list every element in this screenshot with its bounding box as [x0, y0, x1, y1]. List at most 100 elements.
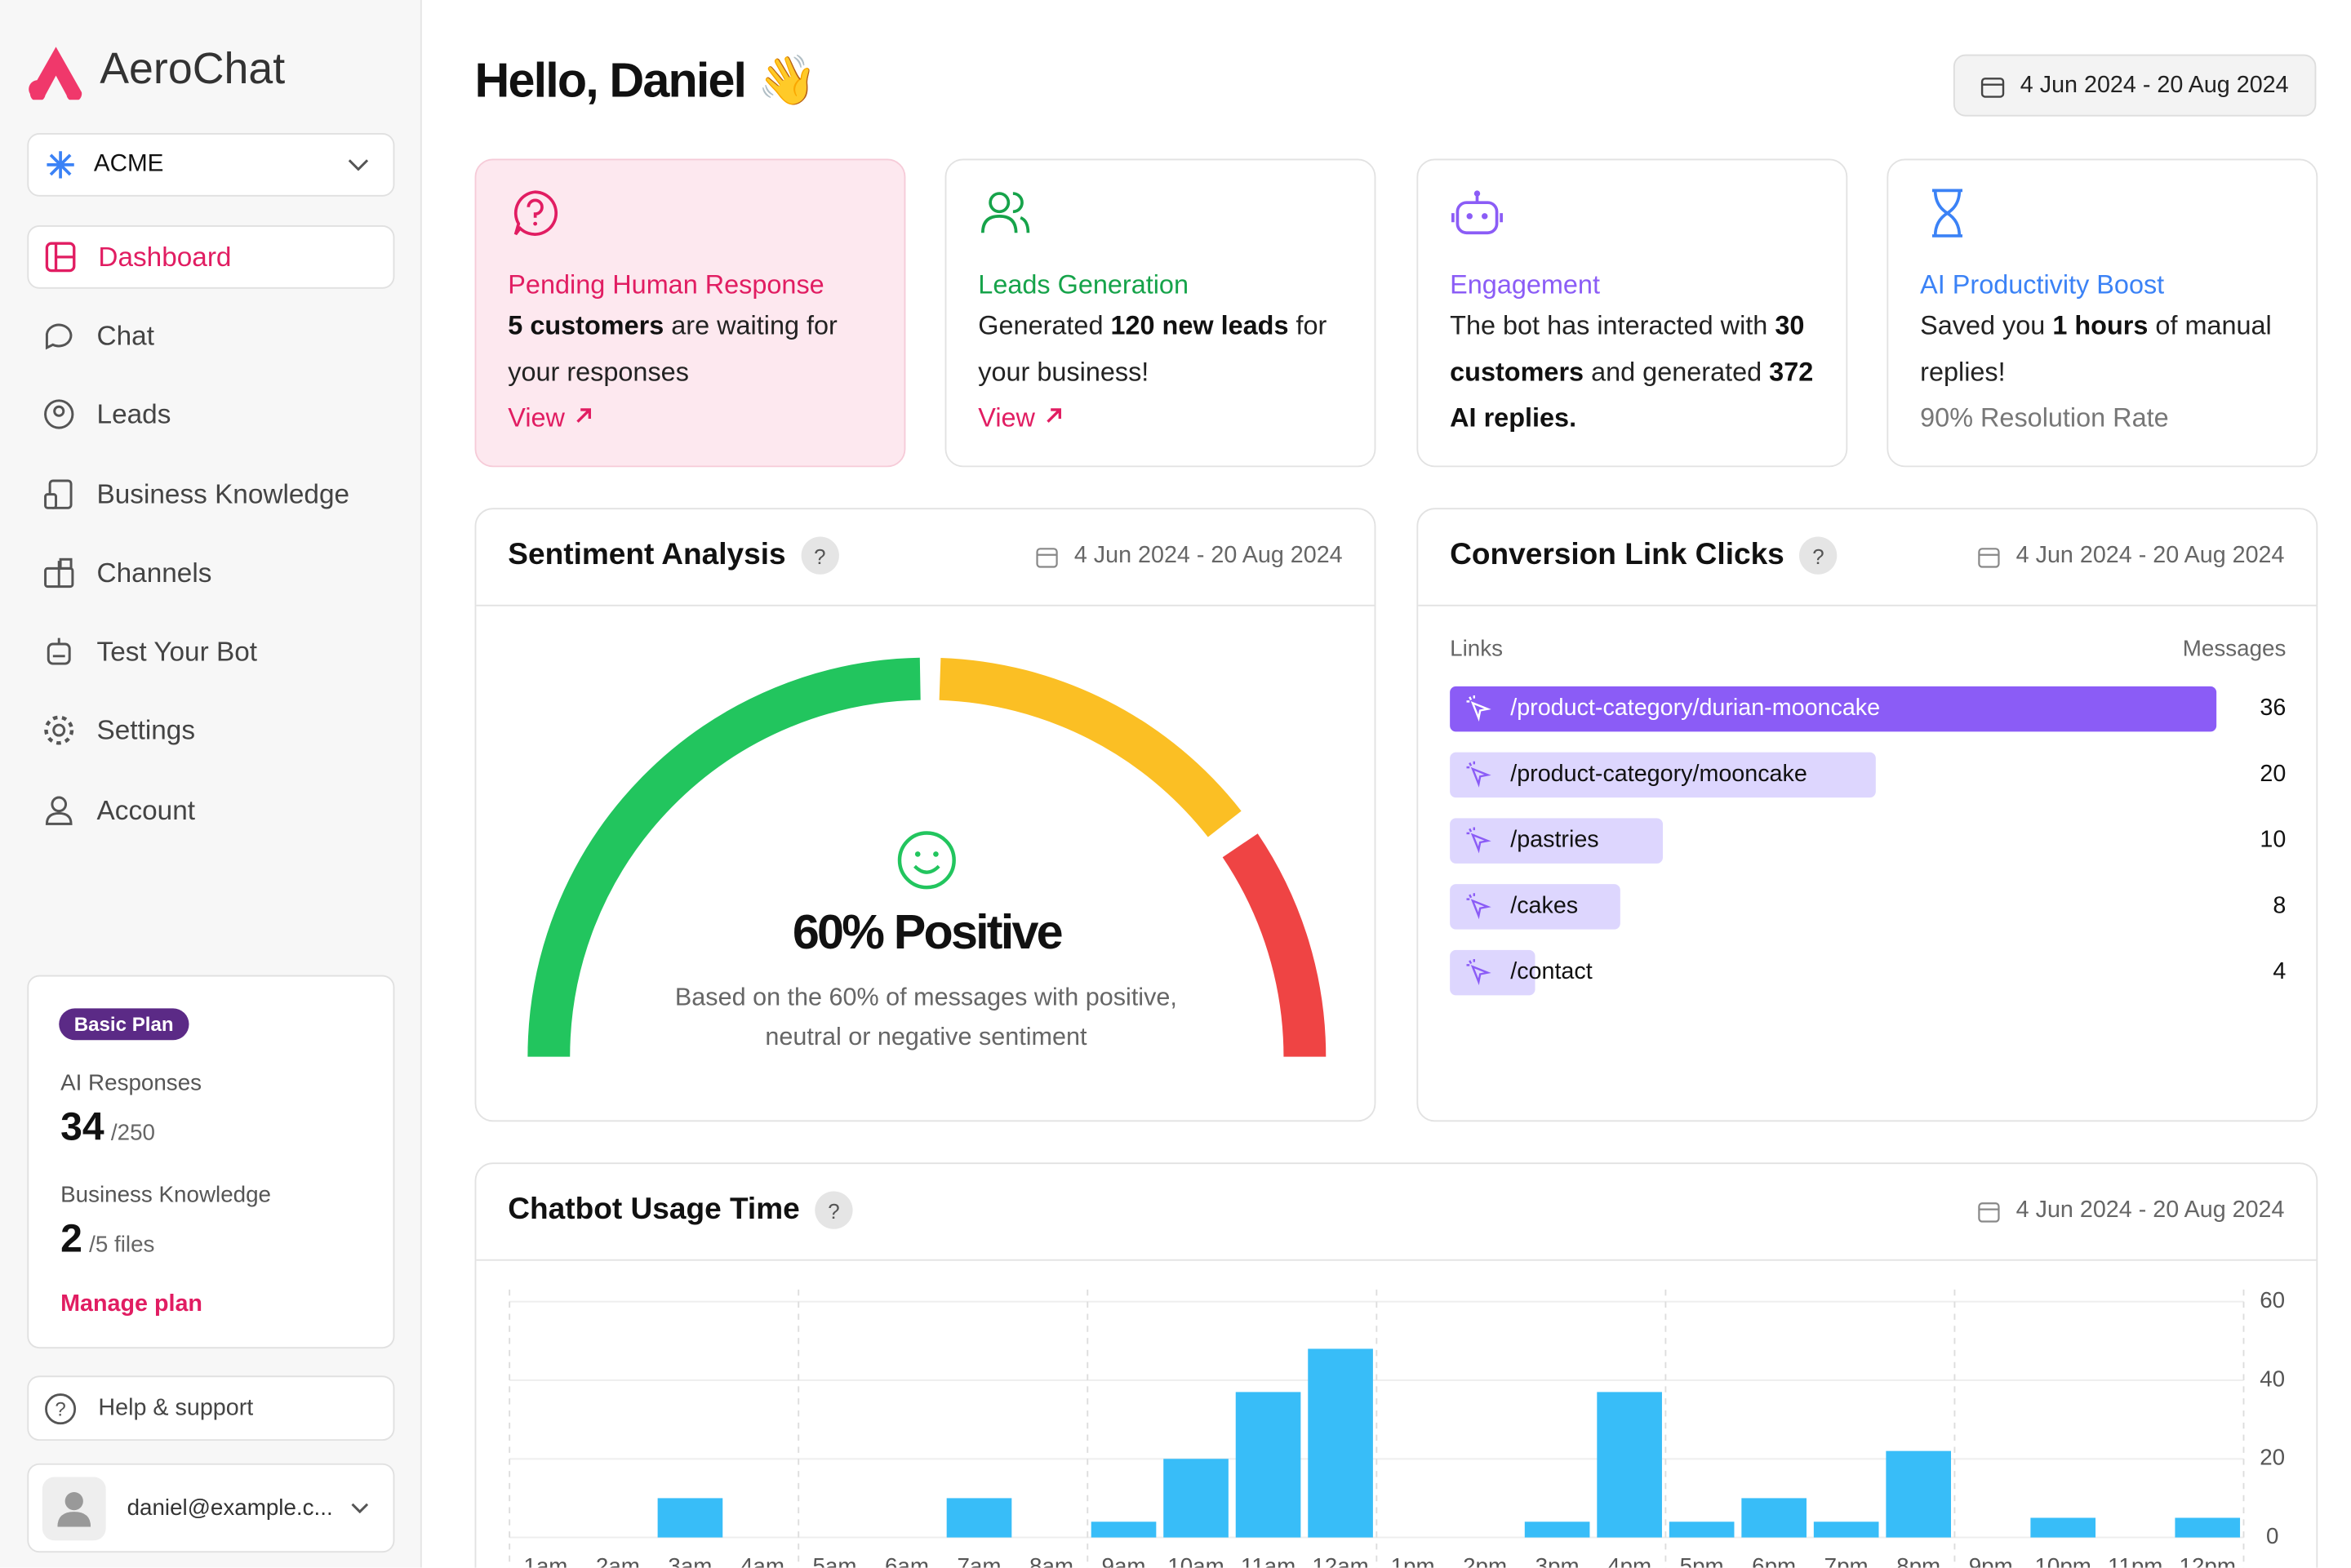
bar — [1450, 686, 2217, 732]
nav-label: Account — [96, 794, 196, 825]
stat-card: Leads Generation Generated 120 new leads… — [944, 158, 1376, 468]
nav-item[interactable]: Leads — [27, 383, 394, 446]
text: Saved you — [1920, 309, 2053, 340]
x-tick-label: 9pm — [1969, 1553, 2013, 1568]
cursor-icon — [1466, 761, 1491, 788]
plan-box: Basic Plan AI Responses 34 /250 Business… — [27, 975, 395, 1349]
bar — [1669, 1521, 1735, 1538]
plan-badge: Basic Plan — [59, 1008, 189, 1041]
value-label: 10 — [2260, 827, 2286, 853]
gauge-arc — [527, 657, 921, 1057]
greeting: Hello, Daniel 👋 — [474, 52, 818, 108]
nav-item[interactable]: Chat — [27, 304, 394, 367]
card-title: Pending Human Response — [508, 269, 824, 300]
link-label: /pastries — [1510, 827, 1598, 853]
x-tick-label: 2pm — [1463, 1553, 1507, 1568]
link-label: /cakes — [1510, 892, 1578, 918]
x-tick-label: 12am — [1312, 1553, 1368, 1568]
cursor-icon — [1466, 958, 1491, 985]
bar — [1308, 1348, 1373, 1538]
bar — [1163, 1459, 1229, 1538]
bar — [2175, 1517, 2241, 1538]
x-tick-label: 3pm — [1535, 1553, 1580, 1568]
highlight: 120 new leads — [1110, 309, 1289, 340]
nav-item[interactable]: Business Knowledge — [27, 463, 394, 526]
y-tick-label: 20 — [2260, 1445, 2285, 1470]
x-tick-label: 5am — [812, 1553, 856, 1568]
card-title: Engagement — [1450, 269, 1600, 300]
user-email: daniel@example.c... — [127, 1495, 333, 1521]
x-tick-label: 11am — [1241, 1553, 1295, 1568]
link-label: /product-category/durian-mooncake — [1510, 695, 1880, 721]
value: 34 — [60, 1104, 104, 1149]
svg-text:?: ? — [55, 1397, 65, 1419]
text: are waiting for your responses — [508, 309, 838, 387]
nav-item[interactable]: Test Your Bot — [27, 620, 394, 683]
value: 2 — [60, 1215, 82, 1261]
nav-item[interactable]: Channels — [27, 541, 394, 605]
user-menu[interactable]: daniel@example.c... — [27, 1463, 395, 1553]
x-tick-label: 2am — [596, 1553, 640, 1568]
nav-label: Business Knowledge — [96, 478, 350, 509]
highlight: 5 customers — [508, 309, 664, 340]
links-chart: Links Messages/product-category/durian-mo… — [1450, 636, 2287, 996]
nav-label: Dashboard — [98, 241, 232, 272]
bar — [1597, 1392, 1662, 1538]
help-icon[interactable]: ? — [801, 536, 839, 575]
text: for your business! — [978, 309, 1327, 387]
x-tick-label: 10am — [1167, 1553, 1224, 1568]
date-range: 4 Jun 2024 - 20 Aug 2024 — [2015, 542, 2285, 569]
value-label: 8 — [2273, 892, 2286, 918]
date-range: 4 Jun 2024 - 20 Aug 2024 — [2020, 71, 2289, 98]
view-link[interactable]: View — [978, 402, 1035, 433]
sidebar: AeroChat ACME Dashboard Chat Leads Busin… — [0, 0, 422, 1568]
date-range: 4 Jun 2024 - 20 Aug 2024 — [1073, 542, 1343, 569]
usage-panel: Chatbot Usage Time? 4 Jun 2024 - 20 Aug … — [474, 1162, 2318, 1568]
x-tick-label: 11pm — [2108, 1553, 2162, 1568]
x-tick-label: 8am — [1029, 1553, 1073, 1568]
text: Generated — [978, 309, 1111, 340]
bar — [1524, 1521, 1590, 1538]
help-button[interactable]: ? Help & support — [27, 1375, 395, 1441]
x-tick-label: 8pm — [1896, 1553, 1940, 1568]
highlight: 30 customers — [1450, 309, 1805, 387]
bar — [1813, 1521, 1879, 1538]
help-label: Help & support — [98, 1394, 254, 1421]
cursor-icon — [1466, 827, 1491, 854]
link-label: /product-category/mooncake — [1510, 761, 1807, 787]
bar — [1450, 884, 1620, 930]
cursor-icon — [1466, 893, 1491, 920]
help-icon[interactable]: ? — [815, 1191, 853, 1229]
x-tick-label: 1am — [523, 1553, 567, 1568]
x-tick-label: 1pm — [1391, 1553, 1435, 1568]
card-note: 90% Resolution Rate — [1920, 402, 2169, 433]
bar — [1091, 1521, 1157, 1538]
manage-plan-link[interactable]: Manage plan — [60, 1290, 202, 1317]
x-tick-label: 9am — [1102, 1553, 1146, 1568]
nav-item[interactable]: Account — [27, 779, 394, 842]
value-label: 4 — [2273, 958, 2286, 984]
column-header: Messages — [2183, 636, 2287, 661]
nav-item[interactable]: Settings — [27, 699, 394, 762]
gauge: 60% Positive — [527, 657, 1327, 1057]
date-picker[interactable]: 4 Jun 2024 - 20 Aug 2024 — [1953, 54, 2317, 117]
limit: /5 files — [89, 1232, 155, 1258]
panel-title: Chatbot Usage Time — [508, 1193, 800, 1227]
x-tick-label: 6pm — [1752, 1553, 1796, 1568]
org-name: ACME — [93, 151, 164, 177]
x-tick-label: 7pm — [1824, 1553, 1869, 1568]
column-header: Links — [1450, 636, 1503, 661]
cursor-icon — [1466, 695, 1491, 722]
view-link[interactable]: View — [508, 402, 565, 433]
gauge-caption: Based on the 60% of messages with positi… — [674, 984, 1177, 1051]
nav-item[interactable]: Dashboard — [27, 224, 395, 289]
help-icon[interactable]: ? — [1799, 536, 1838, 575]
usage-chart: 0 20 40 60 1am 2am 3am 4am 5am 6am 7am 8am 9am 10am 11… — [509, 1287, 2285, 1568]
org-select[interactable]: ACME — [27, 132, 395, 197]
label: AI Responses — [60, 1070, 202, 1096]
x-tick-label: 4am — [740, 1553, 784, 1568]
x-tick-label: 3am — [668, 1553, 712, 1568]
bar — [1450, 818, 1663, 864]
x-tick-label: 12pm — [2180, 1553, 2236, 1568]
